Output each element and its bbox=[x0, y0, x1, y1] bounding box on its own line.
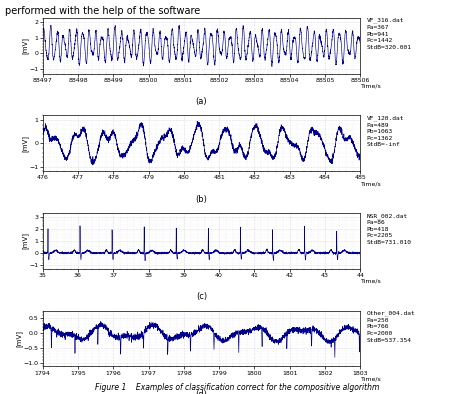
Text: performed with the help of the software: performed with the help of the software bbox=[5, 6, 200, 16]
Text: Time/s: Time/s bbox=[361, 376, 381, 381]
Text: NSR_002.dat
Pa=86
Pb=418
Pc=2205
StdB=731.010: NSR_002.dat Pa=86 Pb=418 Pc=2205 StdB=73… bbox=[366, 213, 411, 245]
Y-axis label: [mV]: [mV] bbox=[21, 37, 28, 54]
Text: (a): (a) bbox=[196, 97, 207, 106]
Text: (b): (b) bbox=[195, 195, 208, 204]
Text: Figure 1    Examples of classification correct for the compositive algorithm: Figure 1 Examples of classification corr… bbox=[95, 383, 379, 392]
Text: (c): (c) bbox=[196, 292, 207, 301]
Text: VF_316.dat
Pa=367
Pb=941
Pc=1442
StdB=320.001: VF_316.dat Pa=367 Pb=941 Pc=1442 StdB=32… bbox=[366, 18, 411, 50]
Text: Time/s: Time/s bbox=[361, 279, 381, 284]
Text: VF_120.dat
Pa=489
Pb=1063
Pc=1362
StdB=-inf: VF_120.dat Pa=489 Pb=1063 Pc=1362 StdB=-… bbox=[366, 115, 404, 147]
Y-axis label: [mV]: [mV] bbox=[21, 135, 28, 152]
Text: Time/s: Time/s bbox=[361, 181, 381, 186]
Text: (d): (d) bbox=[195, 390, 208, 394]
Y-axis label: [mV]: [mV] bbox=[21, 232, 28, 249]
Text: Time/s: Time/s bbox=[361, 84, 381, 89]
Y-axis label: [mV]: [mV] bbox=[15, 330, 22, 347]
Text: Other_004.dat
Pa=250
Pb=766
Pc=2000
StdB=537.354: Other_004.dat Pa=250 Pb=766 Pc=2000 StdB… bbox=[366, 310, 415, 343]
